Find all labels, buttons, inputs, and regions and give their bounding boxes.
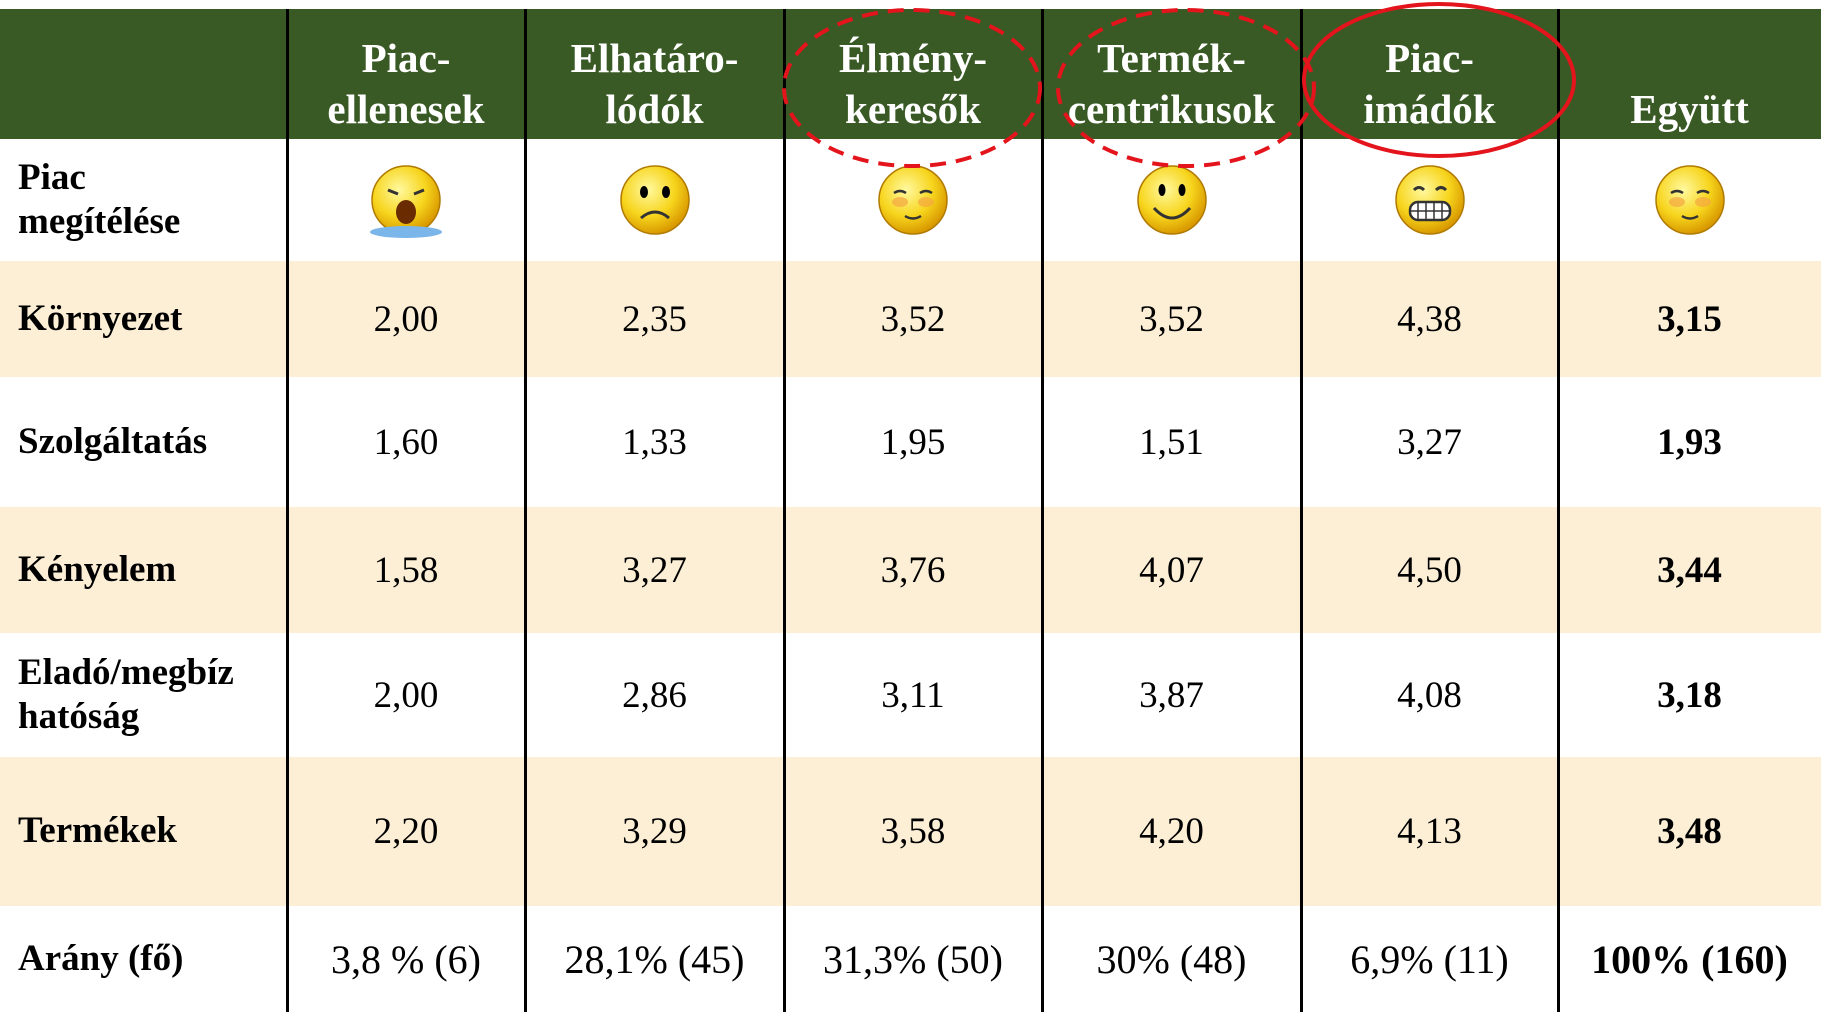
value-cell: 3,27 <box>1397 421 1462 463</box>
value-cell: 4,13 <box>1301 757 1558 906</box>
emoji <box>1394 165 1465 235</box>
column-header: Együtt <box>1558 9 1821 139</box>
row-label: Arány (fő) <box>18 937 184 979</box>
value-cell: 31,3% (50) <box>823 936 1003 982</box>
row-label: Termékek <box>0 757 287 906</box>
value-cell: 2,00 <box>373 674 439 716</box>
column-divider <box>1557 9 1560 1012</box>
value-cell: 3,52 <box>784 261 1042 377</box>
value-cell: 4,20 <box>1042 757 1301 906</box>
value-cell: 2,35 <box>525 261 784 377</box>
value-cell: 3,27 <box>525 507 784 633</box>
row-label: Kényelem <box>0 507 287 633</box>
value-cell: 3,87 <box>1139 674 1204 716</box>
emoji <box>370 165 442 238</box>
value-cell: 3,48 <box>1558 757 1821 906</box>
emoji-cell <box>287 139 525 261</box>
column-divider <box>286 9 289 1012</box>
value-cell: 4,50 <box>1301 507 1558 633</box>
emoji-cell <box>1558 139 1821 261</box>
row-label: Piac megítélése <box>18 156 181 242</box>
value-cell: 30% (48) <box>1096 936 1247 982</box>
value-cell: 4,08 <box>1397 674 1462 716</box>
value-cell: 3,18 <box>1657 674 1722 716</box>
value-cell: 1,51 <box>1139 421 1204 463</box>
value-cell: 3,15 <box>1558 261 1821 377</box>
value-cell: 2,00 <box>287 261 525 377</box>
emoji <box>1654 165 1725 235</box>
value-cell: 3,76 <box>784 507 1042 633</box>
value-cell: 2,86 <box>622 674 687 716</box>
value-cell: 3,29 <box>525 757 784 906</box>
solid-ellipse <box>1302 2 1576 158</box>
value-cell: 3,11 <box>881 674 945 716</box>
row-label: Eladó/megbíz hatóság <box>18 651 234 737</box>
row-label: Szolgáltatás <box>18 420 208 462</box>
dashed-ellipse <box>782 8 1042 168</box>
emoji <box>619 165 690 235</box>
emoji-cell <box>1042 139 1301 261</box>
value-cell: 1,95 <box>880 421 946 463</box>
value-cell: 100% (160) <box>1591 936 1788 982</box>
value-cell: 28,1% (45) <box>564 936 745 982</box>
column-divider <box>1041 9 1044 1012</box>
row-label: Környezet <box>0 261 287 377</box>
value-cell: 1,60 <box>373 421 439 463</box>
value-cell: 3,8 % (6) <box>331 936 481 982</box>
emoji-cell <box>525 139 784 261</box>
dashed-ellipse <box>1056 8 1316 168</box>
value-cell: 4,07 <box>1042 507 1301 633</box>
emoji <box>878 165 948 235</box>
column-header: Piac- ellenesek <box>287 9 525 139</box>
emoji <box>1136 165 1207 235</box>
column-divider <box>1300 9 1303 1012</box>
emoji-cell <box>1301 139 1558 261</box>
column-header: Termék- centrikusok <box>1042 9 1301 139</box>
value-cell: 3,52 <box>1042 261 1301 377</box>
value-cell: 4,38 <box>1301 261 1558 377</box>
column-divider <box>783 9 786 1012</box>
column-header: Piac- imádók <box>1301 9 1558 139</box>
value-cell: 6,9% (11) <box>1350 936 1509 982</box>
value-cell: 1,33 <box>622 421 687 463</box>
value-cell: 2,20 <box>287 757 525 906</box>
column-header: Elhatáro- lódók <box>525 9 784 139</box>
column-divider <box>524 9 527 1012</box>
value-cell: 3,58 <box>784 757 1042 906</box>
value-cell: 3,44 <box>1558 507 1821 633</box>
emoji-cell <box>784 139 1042 261</box>
header-corner <box>0 9 287 139</box>
value-cell: 1,93 <box>1657 421 1722 463</box>
value-cell: 1,58 <box>287 507 525 633</box>
